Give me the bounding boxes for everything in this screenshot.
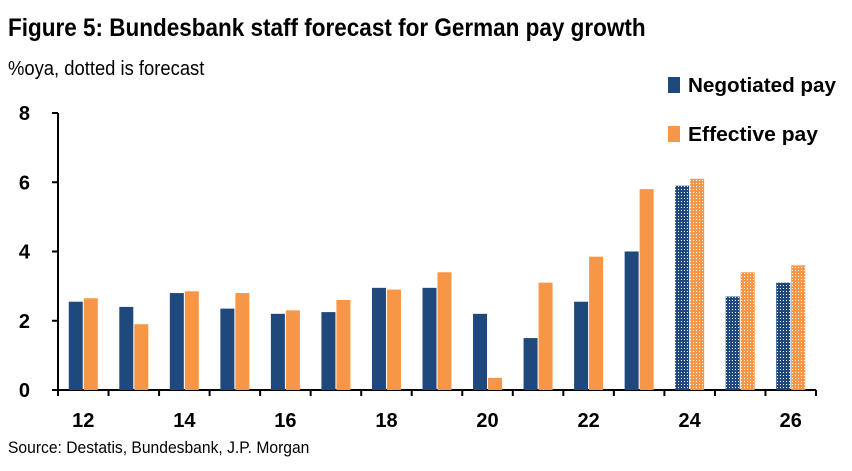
bar-effective-26-forecast — [791, 265, 806, 390]
bar-effective-14 — [184, 291, 199, 390]
bar-effective-20 — [488, 377, 503, 390]
bar-effective-22 — [589, 256, 604, 390]
bars — [68, 178, 806, 390]
x-axis: 12 14 16 18 20 22 24 26 — [57, 389, 817, 432]
x-tick-label: 12 — [72, 410, 94, 432]
chart-subtitle: %oya, dotted is forecast — [8, 58, 205, 80]
bar-negotiated-21 — [523, 338, 538, 390]
bar-effective-23 — [639, 189, 654, 390]
bar-negotiated-23 — [624, 251, 639, 390]
x-tick-label: 22 — [577, 410, 599, 432]
bar-effective-21 — [538, 282, 553, 390]
bar-negotiated-24-forecast — [675, 185, 690, 390]
x-tick-label: 14 — [173, 410, 196, 432]
y-axis: 0 2 4 6 8 — [19, 103, 59, 402]
bar-negotiated-12 — [68, 301, 83, 390]
bar-negotiated-17 — [321, 312, 336, 390]
legend-swatch-negotiated — [668, 77, 680, 93]
chart-title: Figure 5: Bundesbank staff forecast for … — [8, 14, 646, 42]
bar-effective-12 — [83, 298, 98, 390]
legend-label-negotiated: Negotiated pay — [688, 75, 837, 97]
bar-negotiated-25-forecast — [725, 296, 740, 390]
bar-effective-18 — [386, 289, 401, 390]
y-tick-label: 6 — [19, 172, 30, 194]
bar-effective-24-forecast — [690, 178, 705, 390]
y-tick-label: 2 — [19, 311, 30, 333]
bar-effective-15 — [235, 293, 250, 390]
bar-effective-17 — [336, 299, 351, 390]
bar-effective-19 — [437, 272, 452, 390]
legend-label-effective: Effective pay — [688, 124, 819, 146]
bar-negotiated-26-forecast — [776, 282, 791, 390]
x-tick-label: 18 — [375, 410, 397, 432]
y-tick-label: 4 — [19, 242, 31, 264]
bar-negotiated-18 — [371, 287, 386, 390]
bar-negotiated-15 — [220, 308, 235, 390]
bar-effective-25-forecast — [740, 272, 755, 390]
bar-negotiated-20 — [473, 313, 488, 390]
y-tick-label: 0 — [19, 380, 30, 402]
x-tick-label: 24 — [679, 410, 702, 432]
bar-negotiated-16 — [270, 313, 285, 390]
bar-effective-13 — [134, 324, 149, 390]
x-tick-label: 16 — [274, 410, 296, 432]
bar-negotiated-22 — [574, 301, 589, 390]
bar-negotiated-14 — [169, 293, 184, 390]
y-tick-label: 8 — [19, 103, 30, 125]
legend-swatch-effective — [668, 126, 680, 142]
bar-effective-16 — [285, 310, 300, 390]
source-note: Source: Destatis, Bundesbank, J.P. Morga… — [8, 438, 310, 457]
legend: Negotiated pay Effective pay — [668, 75, 837, 146]
x-tick-label: 20 — [476, 410, 498, 432]
bar-negotiated-19 — [422, 287, 437, 390]
x-tick-label: 26 — [780, 410, 802, 432]
bar-negotiated-13 — [119, 306, 134, 390]
